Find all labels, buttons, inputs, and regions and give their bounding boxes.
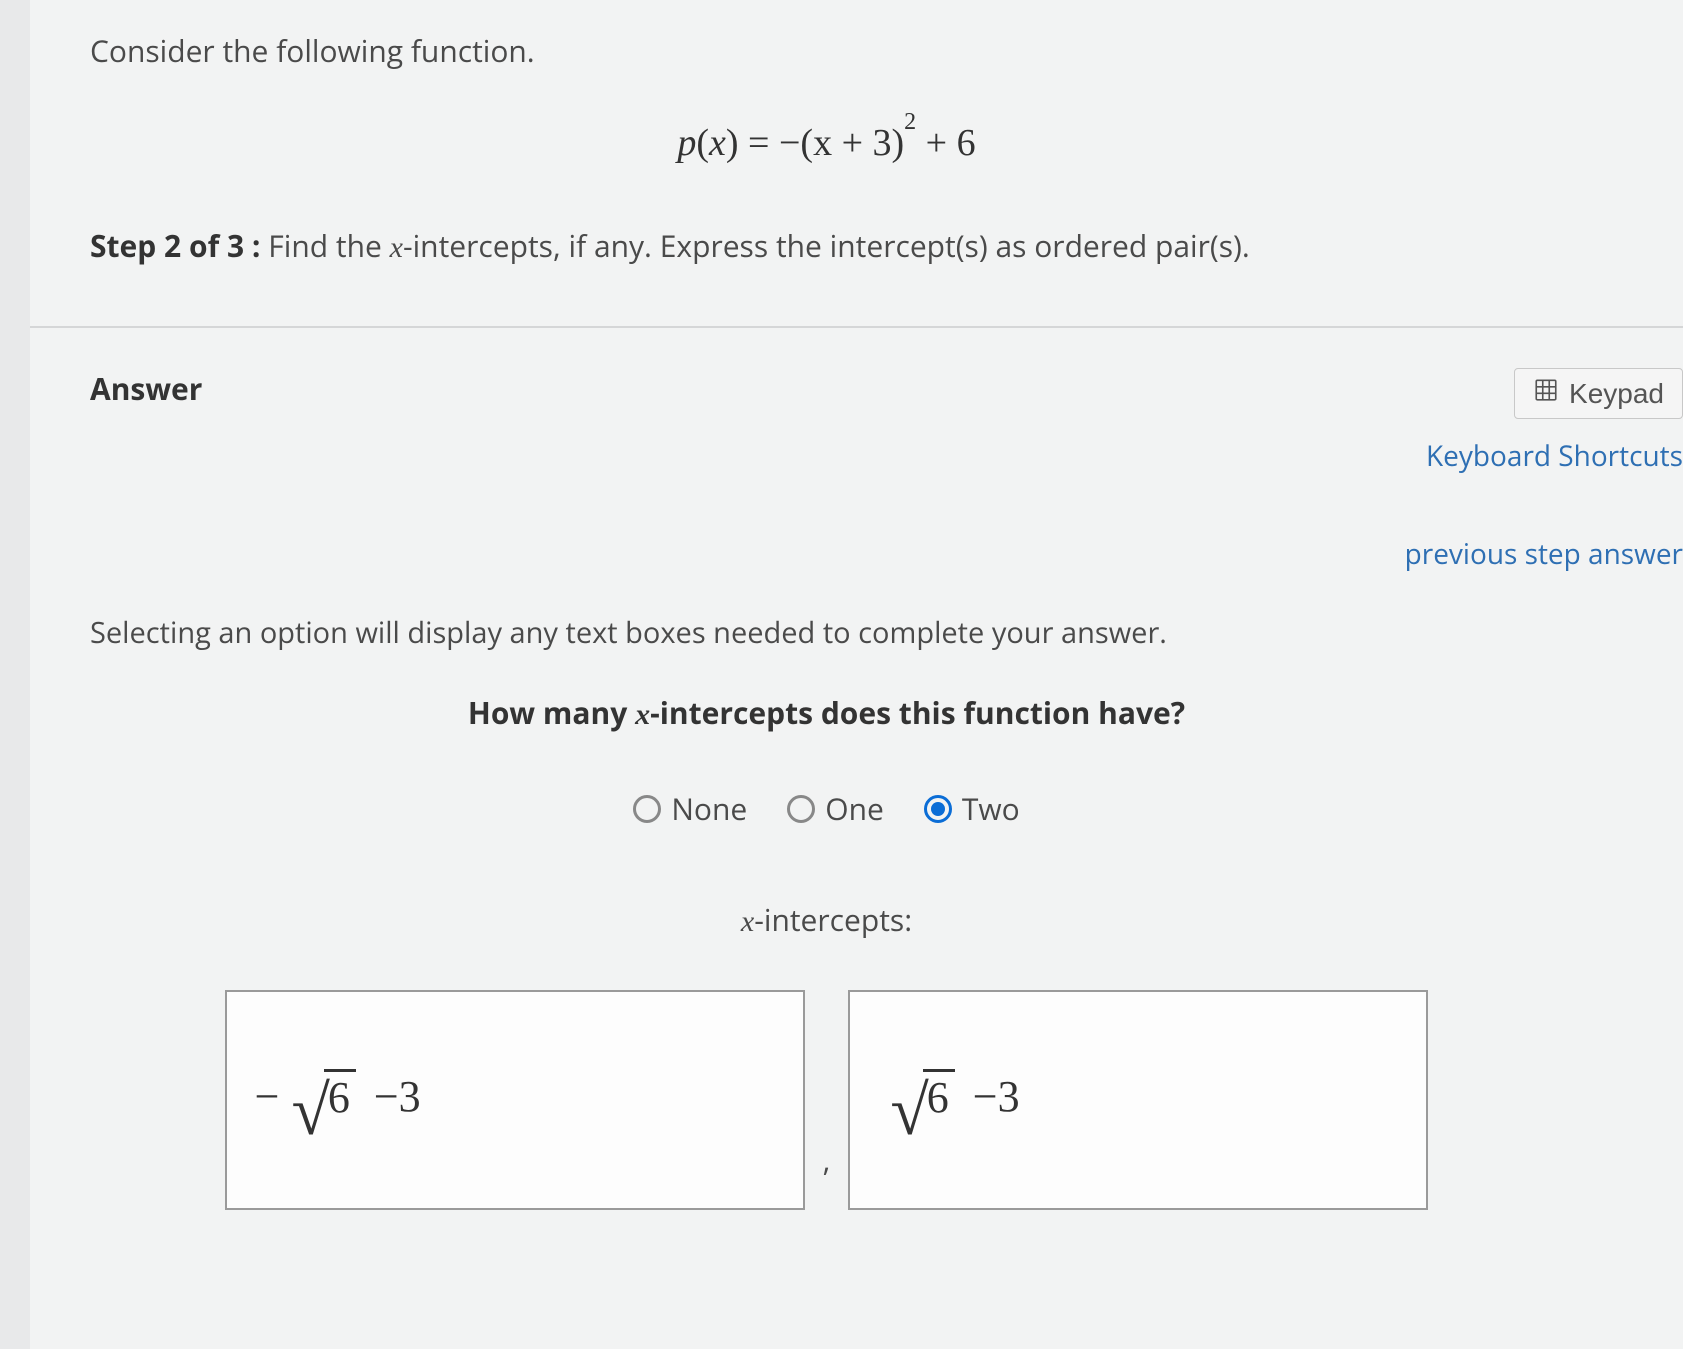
keyboard-shortcuts-link[interactable]: Keyboard Shortcuts <box>1405 437 1683 475</box>
radio-circle-icon <box>633 795 661 823</box>
radicand-value: 6 <box>923 1069 955 1123</box>
sqrt-expression: √ 6 <box>291 1073 355 1127</box>
intercept-input-2[interactable]: √ 6 −3 <box>848 990 1428 1210</box>
radio-option-one[interactable]: One <box>787 788 884 829</box>
right-links-column: Keypad Keyboard Shortcuts previous step … <box>1405 368 1683 573</box>
answer-label: Answer <box>90 368 202 409</box>
keypad-button[interactable]: Keypad <box>1514 368 1683 419</box>
previous-step-answer-link[interactable]: previous step answer <box>1405 535 1683 573</box>
answer-header-row: Answer Keypad Keyboard Shortcuts previou… <box>90 368 1683 573</box>
answer-form: How many x-intercepts does this function… <box>90 692 1683 1210</box>
radicand-value: 6 <box>324 1069 356 1123</box>
radio-label: Two <box>962 788 1020 829</box>
radio-label: One <box>825 788 884 829</box>
radio-group-intercept-count: None One Two <box>90 788 1563 829</box>
radio-circle-selected-icon <box>924 795 952 823</box>
radio-label: None <box>671 788 747 829</box>
radio-circle-icon <box>787 795 815 823</box>
radio-option-two[interactable]: Two <box>924 788 1020 829</box>
step-instruction: Step 2 of 3 : Find the x-intercepts, if … <box>90 225 1683 266</box>
keypad-icon <box>1533 377 1559 410</box>
prompt-text: Consider the following function. <box>90 30 1683 71</box>
intercepts-label: x-intercepts: <box>90 899 1563 940</box>
intercept-count-question: How many x-intercepts does this function… <box>90 692 1563 733</box>
trailing-term: −3 <box>374 1071 421 1122</box>
sqrt-expression: √ 6 <box>890 1073 954 1127</box>
leading-sign: − <box>255 1071 280 1122</box>
keypad-button-label: Keypad <box>1569 378 1664 410</box>
radio-option-none[interactable]: None <box>633 788 747 829</box>
trailing-term: −3 <box>973 1071 1020 1122</box>
pair-separator: , <box>823 1139 831 1180</box>
hint-text: Selecting an option will display any tex… <box>90 613 1683 652</box>
intercept-input-1[interactable]: − √ 6 −3 <box>225 990 805 1210</box>
section-divider <box>30 326 1683 328</box>
intercept-inputs-row: − √ 6 −3 , √ 6 −3 <box>90 990 1563 1210</box>
equation-display: p(x) = −(x + 3)2 + 6 <box>90 121 1683 165</box>
question-page: Consider the following function. p(x) = … <box>30 0 1683 1349</box>
